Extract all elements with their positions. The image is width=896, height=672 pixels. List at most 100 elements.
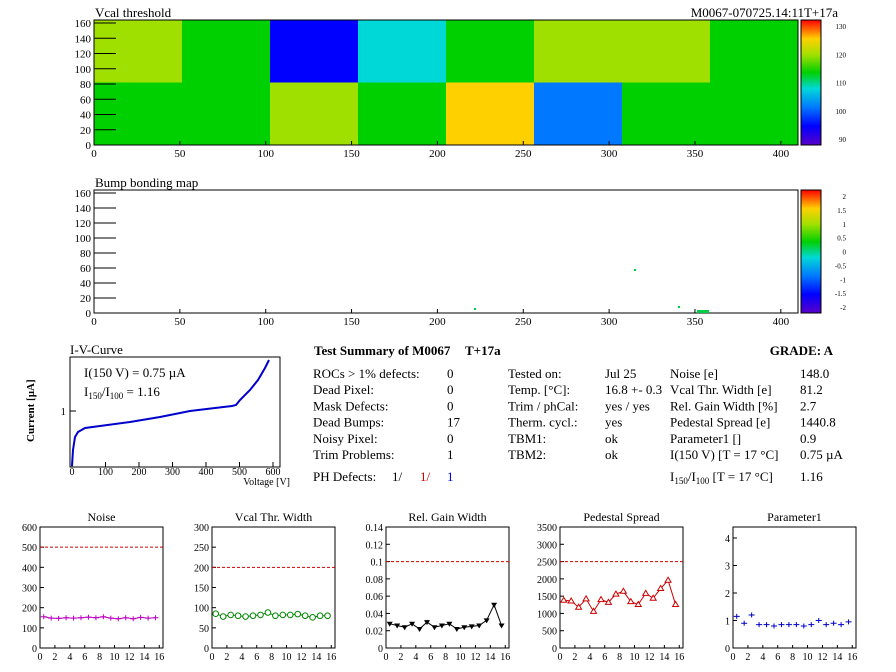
x-tick-label: 300 — [601, 148, 618, 160]
iv-x-tick: 500 — [232, 467, 247, 478]
palette-tick-label: 0 — [843, 249, 847, 257]
data-point — [234, 612, 242, 620]
summary-row-label: Noisy Pixel: — [313, 431, 378, 446]
vcal-roc-block — [534, 82, 623, 145]
data-point — [438, 623, 445, 629]
vcal-palette-bar — [800, 19, 822, 146]
y-tick-label: 100 — [22, 624, 37, 635]
data-point — [582, 594, 590, 602]
y-tick-label: 100 — [75, 233, 92, 245]
data-point — [78, 615, 84, 621]
vcal-roc-block — [182, 82, 271, 145]
data-point — [416, 626, 423, 632]
series-line — [215, 611, 328, 618]
data-point — [294, 610, 302, 618]
vcal-roc-block — [270, 82, 359, 145]
y-tick-label: 20 — [80, 293, 92, 305]
x-tick-label: 250 — [515, 316, 532, 328]
iv-x-tick: 0 — [70, 467, 75, 478]
summary-row-value: 0 — [447, 382, 454, 397]
data-point — [815, 618, 822, 623]
vcal-roc-block — [94, 82, 183, 145]
y-tick-label: 40 — [80, 278, 92, 290]
summary-conditions-column: Tested on: Jul 25 Temp. [°C]: 16.8 +- 0.3 Tr… — [508, 366, 662, 462]
x-tick-label: 16 — [674, 652, 684, 663]
y-tick-label: 150 — [194, 584, 209, 595]
y-tick-label: 4 — [725, 534, 730, 545]
y-tick-label: 160 — [75, 188, 92, 200]
data-point — [309, 614, 316, 621]
y-tick-label: 0.14 — [366, 523, 384, 534]
data-point — [626, 597, 635, 605]
data-point — [249, 612, 257, 620]
data-point — [793, 622, 800, 628]
vcal-roc-block — [622, 82, 711, 145]
x-tick-label: 12 — [644, 652, 654, 663]
grade-label: GRADE: A — [770, 343, 834, 358]
iv-y-tick: 1 — [61, 406, 67, 418]
summary-results-column: Noise [e] 148.0 Vcal Thr. Width [e] 81.2 Rel… — [670, 366, 843, 462]
y-tick-label: 300 — [22, 584, 37, 595]
data-point — [741, 620, 748, 626]
x-tick-label: 14 — [139, 652, 149, 663]
y-tick-label: 0 — [378, 644, 383, 655]
data-point — [152, 615, 159, 621]
palette-tick-label: -1 — [840, 276, 846, 284]
y-tick-label: 100 — [194, 604, 209, 615]
x-tick-label: 200 — [429, 148, 446, 160]
x-tick-label: 12 — [296, 652, 306, 663]
x-tick-label: 8 — [617, 652, 622, 663]
data-point — [55, 615, 62, 621]
data-point — [619, 587, 628, 594]
data-point — [453, 626, 460, 632]
data-point — [649, 594, 658, 601]
y-tick-label: 80 — [80, 79, 92, 91]
palette-tick-label: -1.5 — [835, 290, 847, 298]
vcal-roc-block — [94, 20, 183, 83]
data-point — [137, 614, 144, 620]
y-tick-label: 3 — [725, 562, 730, 573]
data-point — [778, 622, 785, 628]
vcal-roc-block — [358, 82, 447, 145]
data-point — [316, 612, 324, 620]
palette-tick-label: 1 — [843, 221, 847, 229]
data-point — [40, 614, 47, 620]
y-tick-label: 0.02 — [366, 627, 384, 638]
data-point — [468, 624, 475, 630]
data-point — [401, 625, 408, 631]
data-point — [100, 614, 107, 620]
x-tick-label: 0 — [91, 316, 97, 328]
data-point — [409, 621, 416, 627]
x-tick-label: 16 — [154, 652, 164, 663]
data-point — [386, 621, 393, 627]
palette-tick-label: 120 — [836, 51, 847, 59]
y-tick-label: 0 — [725, 644, 730, 655]
summary-row-value: 148.0 — [800, 366, 829, 381]
chart-frame — [385, 526, 510, 649]
ph-defects-value-3: 1 — [447, 469, 454, 484]
chart-frame — [732, 526, 857, 649]
summary-row-label: Trim Problems: — [313, 447, 395, 462]
vcal-roc-block — [446, 20, 535, 83]
x-tick-label: 6 — [254, 652, 259, 663]
data-point — [476, 623, 483, 629]
chart-title: Vcal Thr. Width — [235, 510, 312, 524]
vcal-roc-block — [710, 20, 799, 83]
data-point — [634, 600, 643, 607]
summary-row-label: Temp. [°C]: — [508, 382, 570, 397]
y-tick-label: 0.08 — [366, 575, 384, 586]
data-point — [823, 622, 830, 628]
iv-y-label: Current [µA] — [25, 379, 37, 442]
chart-title: Parameter1 — [767, 510, 822, 524]
summary-row-label: Pedestal Spread [e] — [670, 415, 770, 430]
x-tick-label: 100 — [257, 148, 274, 160]
palette-tick-label: 1.5 — [837, 207, 846, 215]
vcal-map-x-axis: 0 50 100 150 200 250 300 350 400 — [91, 141, 790, 160]
x-tick-label: 14 — [311, 652, 321, 663]
y-tick-label: 0 — [204, 644, 209, 655]
palette-tick-label: 130 — [836, 23, 847, 31]
summary-row-value: 81.2 — [800, 382, 823, 397]
